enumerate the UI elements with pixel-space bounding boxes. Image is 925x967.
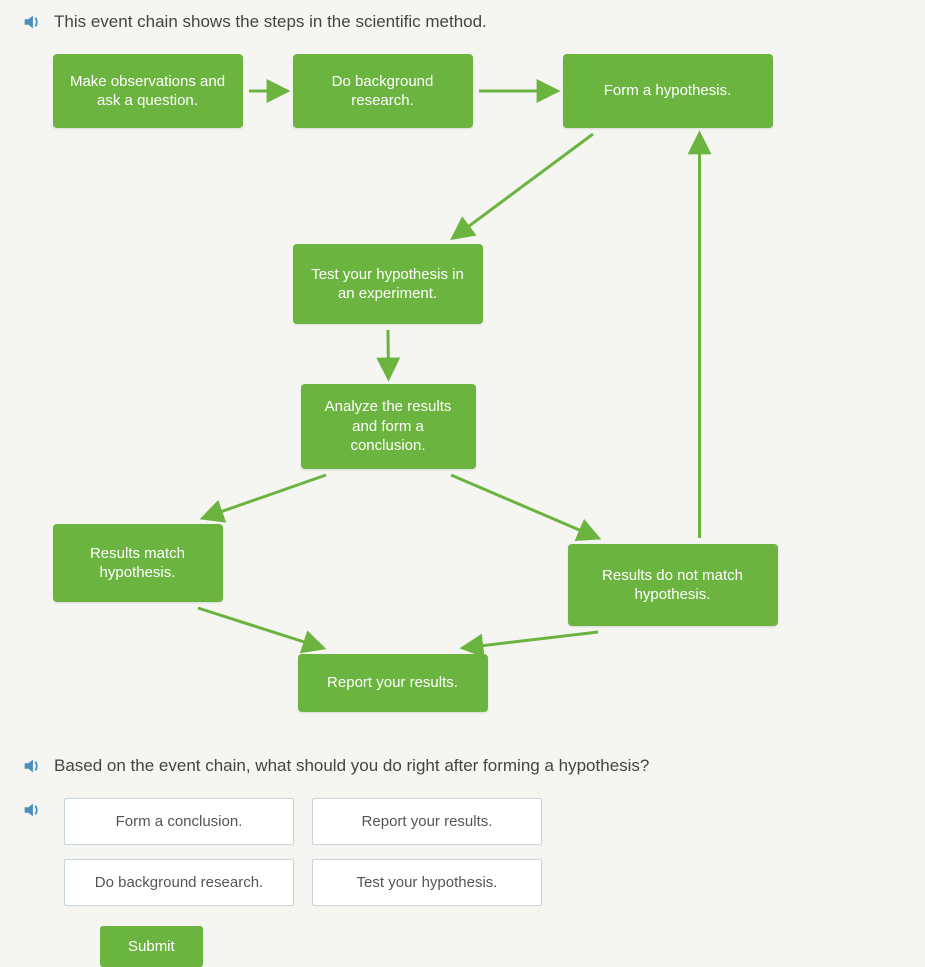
flowchart-edge	[388, 330, 389, 378]
flowchart-edge	[203, 475, 326, 518]
answers-grid: Form a conclusion. Report your results. …	[64, 798, 542, 906]
audio-icon[interactable]	[20, 798, 44, 822]
flowchart-node-test: Test your hypothesis in an experiment.	[293, 244, 483, 324]
audio-icon[interactable]	[20, 10, 44, 34]
flowchart-diagram: Make observations and ask a question. Do …	[23, 54, 903, 734]
submit-button[interactable]: Submit	[100, 926, 203, 967]
flowchart-edge	[198, 608, 323, 648]
intro-text: This event chain shows the steps in the …	[54, 12, 487, 32]
intro-row: This event chain shows the steps in the …	[20, 10, 905, 34]
flowchart-node-research: Do background research.	[293, 54, 473, 128]
flowchart-edge	[451, 475, 598, 538]
answer-option-b[interactable]: Report your results.	[312, 798, 542, 845]
answer-option-a[interactable]: Form a conclusion.	[64, 798, 294, 845]
answer-option-c[interactable]: Do background research.	[64, 859, 294, 906]
flowchart-edge	[453, 134, 593, 238]
flowchart-node-form: Form a hypothesis.	[563, 54, 773, 128]
question-text: Based on the event chain, what should yo…	[54, 756, 649, 776]
answers-row: Form a conclusion. Report your results. …	[20, 798, 905, 906]
question-row: Based on the event chain, what should yo…	[20, 754, 905, 778]
flowchart-node-nomatch: Results do not match hypothesis.	[568, 544, 778, 626]
flowchart-edge	[463, 632, 598, 648]
flowchart-node-analyze: Analyze the results and form a conclusio…	[301, 384, 476, 469]
submit-wrap: Submit	[100, 926, 905, 967]
audio-icon[interactable]	[20, 754, 44, 778]
flowchart-node-report: Report your results.	[298, 654, 488, 712]
flowchart-node-match: Results match hypothesis.	[53, 524, 223, 602]
answer-option-d[interactable]: Test your hypothesis.	[312, 859, 542, 906]
flowchart-node-observe: Make observations and ask a question.	[53, 54, 243, 128]
